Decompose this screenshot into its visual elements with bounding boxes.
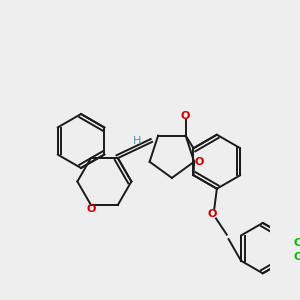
Text: O: O [86, 204, 96, 214]
Text: O: O [181, 111, 190, 121]
Text: O: O [208, 209, 217, 219]
Text: H: H [133, 136, 141, 146]
Text: Cl: Cl [293, 252, 300, 262]
Text: Cl: Cl [293, 238, 300, 248]
Text: O: O [195, 157, 204, 167]
